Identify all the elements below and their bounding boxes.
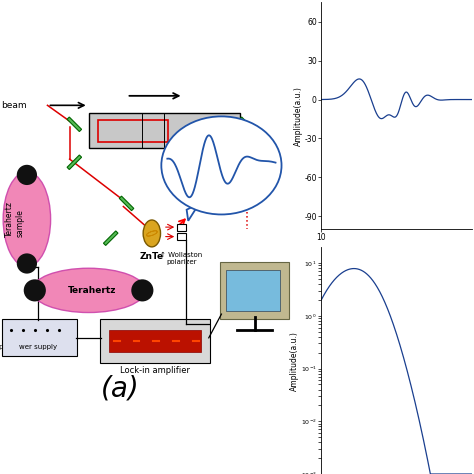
Polygon shape (187, 203, 199, 221)
FancyBboxPatch shape (226, 270, 280, 311)
Ellipse shape (143, 220, 161, 247)
FancyBboxPatch shape (177, 224, 186, 231)
FancyBboxPatch shape (89, 113, 240, 148)
Circle shape (131, 279, 154, 301)
Polygon shape (103, 231, 118, 246)
Text: Terahertz
sample: Terahertz sample (5, 201, 24, 237)
Ellipse shape (3, 172, 51, 267)
Ellipse shape (32, 268, 146, 312)
FancyBboxPatch shape (220, 262, 290, 319)
Text: (a): (a) (101, 374, 139, 402)
Polygon shape (67, 117, 82, 132)
FancyBboxPatch shape (109, 330, 201, 352)
Polygon shape (239, 117, 254, 132)
Polygon shape (67, 155, 82, 170)
Y-axis label: Amplitude(a.u.): Amplitude(a.u.) (291, 331, 300, 391)
Polygon shape (119, 196, 134, 210)
Y-axis label: Amplitude(a.u.): Amplitude(a.u.) (294, 86, 303, 146)
Text: wer supply: wer supply (19, 345, 57, 350)
Text: p: p (0, 345, 3, 350)
Text: Terahertz: Terahertz (68, 286, 116, 295)
FancyBboxPatch shape (2, 319, 77, 356)
FancyBboxPatch shape (100, 319, 210, 363)
Text: ZnTe: ZnTe (140, 253, 164, 262)
Circle shape (24, 279, 46, 301)
Text: Lock-in amplifier: Lock-in amplifier (120, 366, 190, 375)
Text: beam: beam (1, 101, 27, 110)
Circle shape (17, 254, 37, 273)
Circle shape (17, 165, 37, 185)
FancyBboxPatch shape (177, 233, 186, 240)
Ellipse shape (161, 117, 282, 214)
Text: ↑ Wollaston
polarizer: ↑ Wollaston polarizer (160, 253, 203, 265)
